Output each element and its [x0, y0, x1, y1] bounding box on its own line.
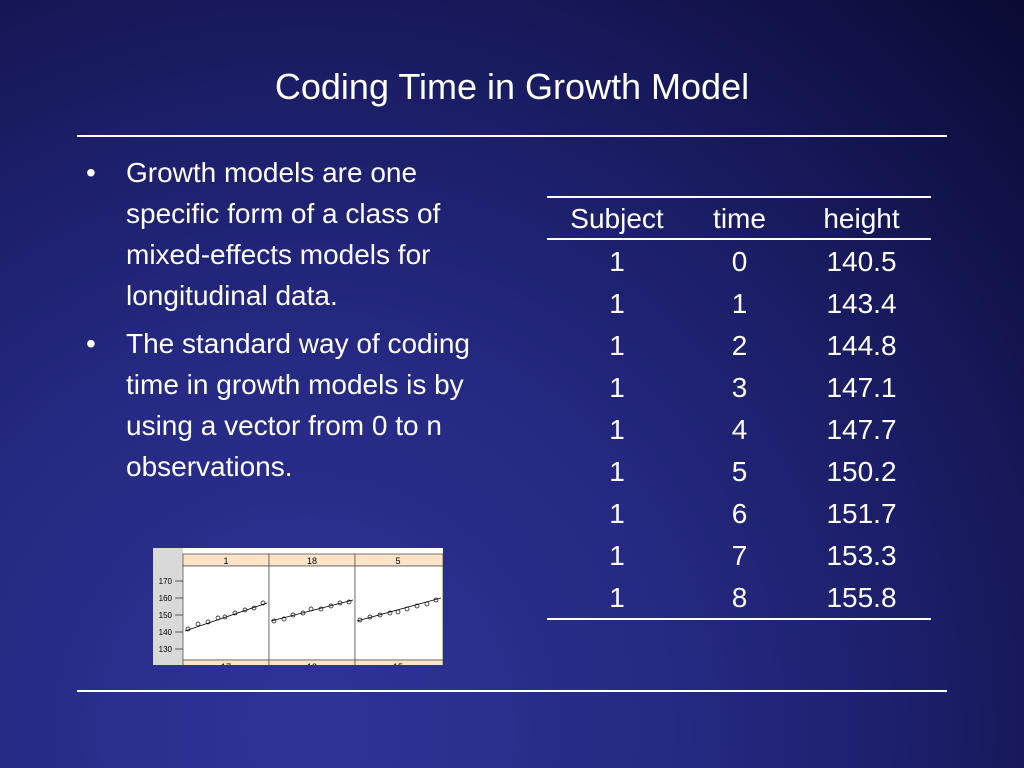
lattice-plot-image: 1 18 5 170 160 150 140 130: [153, 548, 443, 665]
table-top-rule: [547, 196, 931, 198]
panel-frame: [354, 565, 443, 661]
table-row: 1 2 144.8: [547, 324, 931, 366]
y-tick-label: 130: [159, 645, 173, 654]
table-row: 1 5 150.2: [547, 450, 931, 492]
bullet-text: The standard way of coding time in growt…: [126, 328, 470, 482]
table-row: 1 1 143.4: [547, 282, 931, 324]
cell-time: 5: [731, 456, 748, 487]
strip-bottom: [354, 659, 443, 665]
cell-height: 143.4: [826, 288, 897, 319]
panel-points: [357, 597, 439, 623]
cell-height: 150.2: [826, 456, 897, 487]
cell-time: 7: [731, 540, 748, 571]
table-row: 1 6 151.7: [547, 492, 931, 534]
panel-points: [271, 599, 352, 624]
lattice-plot-svg: 1 18 5 170 160 150 140 130: [153, 548, 443, 665]
table-row: 1 0 140.5: [547, 240, 931, 282]
cell-time: 1: [731, 288, 748, 319]
cell-height: 140.5: [826, 246, 897, 277]
cell-subject: 1: [609, 540, 625, 571]
cell-height: 153.3: [826, 540, 897, 571]
cell-height: 147.7: [826, 414, 897, 445]
bottom-divider: [77, 690, 947, 692]
column-header-height: height: [823, 203, 900, 234]
column-header-subject: Subject: [570, 203, 664, 234]
y-tick-label: 160: [159, 594, 173, 603]
panel-points: [185, 600, 266, 632]
slide-title: Coding Time in Growth Model: [274, 66, 750, 107]
panel-frame: [268, 565, 356, 661]
cell-subject: 1: [609, 372, 625, 403]
fit-line: [184, 602, 268, 632]
table-header-rule: [547, 238, 931, 240]
panel-label: 13: [307, 662, 317, 665]
strip-bottom: [182, 659, 270, 665]
cell-subject: 1: [609, 456, 625, 487]
panel-label: 5: [395, 556, 400, 566]
cell-time: 0: [731, 246, 748, 277]
cell-subject: 1: [609, 288, 625, 319]
table-bottom-rule: [547, 618, 931, 620]
table-body: 1 0 140.5 1 1 143.4 1 2 144.8 1 3 147.1 1 4 147.7 …: [547, 240, 931, 618]
table-row: 1 3 147.1: [547, 366, 931, 408]
bullet-icon: •: [86, 157, 96, 188]
strip-bottom: [268, 659, 356, 665]
cell-height: 147.1: [826, 372, 897, 403]
panel-label: 15: [393, 662, 403, 665]
cell-time: 4: [731, 414, 748, 445]
cell-time: 2: [731, 330, 748, 361]
panel-label: 1: [223, 556, 228, 566]
y-tick-label: 140: [159, 628, 173, 637]
bullet-item: • The standard way of coding time in gro…: [84, 323, 504, 487]
panel-frame: [182, 565, 270, 661]
bullet-icon: •: [86, 328, 96, 359]
y-tick-label: 150: [159, 611, 173, 620]
cell-subject: 1: [609, 414, 625, 445]
cell-subject: 1: [609, 582, 625, 613]
bullet-item: • Growth models are one specific form of…: [84, 152, 504, 316]
cell-subject: 1: [609, 246, 625, 277]
cell-subject: 1: [609, 330, 625, 361]
cell-subject: 1: [609, 498, 625, 529]
cell-time: 3: [731, 372, 748, 403]
panel-label: 17: [221, 662, 231, 665]
table-row: 1 8 155.8: [547, 576, 931, 618]
cell-height: 151.7: [826, 498, 897, 529]
y-tick-label: 170: [159, 577, 173, 586]
cell-time: 6: [731, 498, 748, 529]
top-divider: [77, 135, 947, 137]
table-row: 1 7 153.3: [547, 534, 931, 576]
bullet-text: Growth models are one specific form of a…: [126, 157, 441, 311]
cell-time: 8: [731, 582, 748, 613]
column-header-time: time: [713, 203, 766, 234]
table-header-row: Subject time height: [547, 198, 931, 238]
table-row: 1 4 147.7: [547, 408, 931, 450]
axis-column: [153, 548, 183, 665]
cell-height: 144.8: [826, 330, 897, 361]
panel-label: 18: [307, 556, 317, 566]
data-table: Subject time height 1 0 140.5 1 1 143.4 1 2 14…: [547, 196, 931, 620]
bullet-list: • Growth models are one specific form of…: [84, 152, 504, 494]
cell-height: 155.8: [826, 582, 897, 613]
